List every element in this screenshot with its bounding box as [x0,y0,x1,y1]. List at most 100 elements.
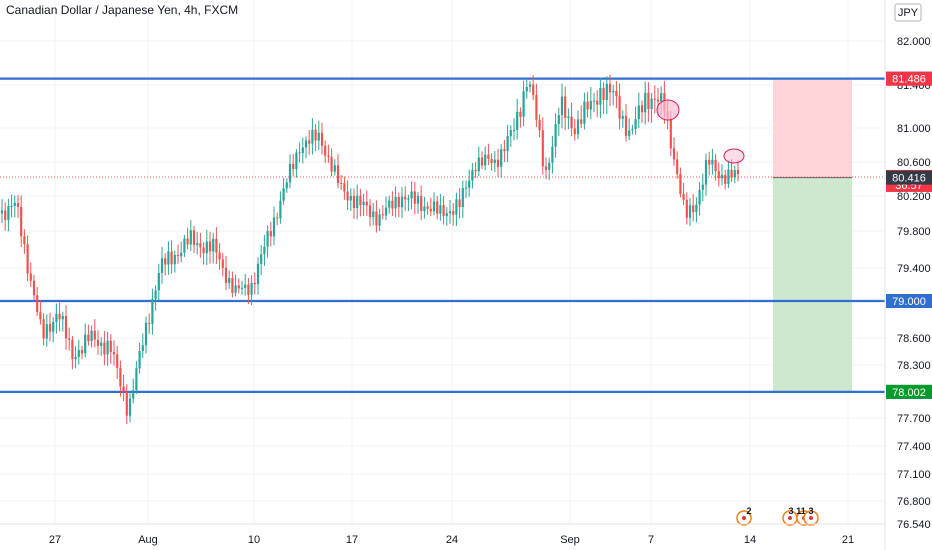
candle-body [362,201,365,206]
candle-body [564,96,567,119]
candle-body [109,340,112,353]
candle-body [679,173,682,194]
candle-body [68,338,71,340]
candle-body [237,285,240,289]
candle-body [548,162,551,170]
candle-body [170,251,173,265]
event-markers: 2 3 11 3 [736,506,819,526]
event-marker[interactable] [803,510,819,526]
price-tag: 79.000 [886,294,932,308]
candle-body [448,211,452,214]
candle-body [199,243,202,248]
chart-title: Canadian Dollar / Japanese Yen, 4h, FXCM [6,3,238,17]
x-tick-label: 10 [248,534,260,546]
candle-body [282,188,285,201]
y-tick-label: 76.800 [897,496,931,508]
candle-body [336,165,340,183]
x-tick-label: Sep [560,534,580,546]
candle-body [708,159,711,165]
candle-body [538,119,541,131]
stop-loss-zone[interactable] [773,78,852,178]
candle-body [192,230,196,245]
candle-body [624,116,628,136]
candle-body [516,111,519,131]
event-marker[interactable] [782,510,798,526]
candle-body [631,129,634,131]
candle-body [64,316,68,339]
candle-body [151,299,154,324]
candle-body [295,152,298,169]
candle-body [468,180,471,188]
candle-body [356,195,359,209]
candle-body [285,182,288,189]
event-marker[interactable] [736,510,752,526]
x-tick-label: 27 [49,534,61,546]
candle-body [276,217,279,219]
candle-body [592,100,596,102]
candle-body [279,200,282,219]
price-tag: 80.416 [886,170,932,185]
y-tick-label: 79.400 [897,263,931,275]
candle-body [157,272,160,291]
svg-text:80.416: 80.416 [892,173,926,185]
take-profit-zone[interactable] [773,177,852,392]
candle-body [186,238,189,245]
candle-body [39,312,42,320]
candle-body [48,324,52,332]
candle-body [509,130,512,137]
event-count: 3 [788,506,793,516]
candle-body [183,238,186,253]
candle-body [317,132,320,141]
candle-body [343,183,346,192]
candle-body [224,267,228,283]
candle-body [55,313,58,323]
marker-circle[interactable] [656,99,680,121]
candle-body [80,350,84,354]
y-tick-label: 76.540 [897,519,931,531]
currency-button[interactable]: JPY [894,3,922,22]
price-axis[interactable]: 82.00081.40081.00080.60080.20079.80079.4… [897,36,931,531]
candle-body [215,238,218,253]
y-tick-label: 79.800 [897,226,931,238]
candle-body [724,175,727,184]
candle-body [618,96,621,119]
candle-body [589,100,592,110]
candle-body [228,278,231,283]
price-tag: 78.002 [886,384,932,399]
candle-body [359,195,362,206]
candle-body [96,339,100,346]
y-tick-label: 77.400 [897,441,931,453]
currency-label: JPY [898,7,919,19]
candle-body [244,284,247,288]
candles [0,74,740,424]
candle-body [426,206,429,209]
candle-body [717,171,720,179]
y-tick-label: 80.600 [897,157,931,169]
candle-body [644,92,647,113]
candle-body [512,130,516,132]
candle-body [122,386,125,392]
candle-body [42,319,45,339]
marker-circle[interactable] [723,148,745,164]
candle-body [4,210,7,221]
candle-body [676,159,679,174]
candle-body [340,182,343,184]
candle-body [525,86,528,92]
candle-body [308,140,311,144]
x-tick-label: 21 [842,534,854,546]
candle-body [103,342,106,355]
candle-body [58,313,61,320]
candle-body [368,205,372,218]
candle-body [29,273,32,281]
candle-body [266,230,269,247]
candle-body [125,391,128,416]
candle-body [615,90,618,97]
y-tick-label: 81.000 [897,123,931,135]
time-axis[interactable]: 27 Aug 10 17 24 Sep 7 14 21 [49,534,854,546]
candle-body [551,146,554,163]
candle-body [656,99,660,102]
candle-body [612,90,615,93]
event-count: 3 [808,506,813,516]
candle-body [586,101,589,110]
